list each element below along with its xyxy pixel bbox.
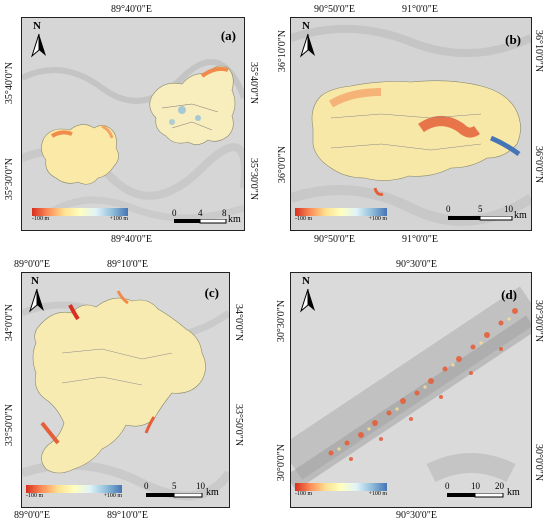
scale-bar-graphic (174, 219, 227, 224)
panel-b-left-lat-2: 36°0'0"N (277, 146, 288, 184)
scale-unit: km (228, 214, 241, 225)
north-arrow-icon (299, 33, 315, 58)
scale-tick-2: 8 (222, 208, 227, 218)
panel-label: (b) (505, 32, 521, 47)
north-arrow-icon (28, 288, 44, 313)
map-panel-a: N (a) -100 m +100 m 0 4 8 km (21, 17, 245, 231)
panel-d-left-lat-2: 30°0'0"N (276, 444, 287, 482)
north-label: N (302, 20, 310, 32)
scale-bar: 0 5 10 km (144, 481, 228, 503)
panel-d-right-lat-1: 30°30'0"N (533, 300, 544, 343)
north-arrow: N (297, 20, 319, 60)
elevation-change-legend: -100 m +100 m (295, 208, 387, 222)
panel-b-top-lon-1: 90°50'0"E (314, 4, 355, 15)
legend-max-label: +100 m (368, 216, 387, 222)
north-label: N (31, 275, 39, 287)
scale-tick-1: 10 (471, 481, 480, 491)
scale-tick-0: 0 (144, 481, 149, 491)
panel-c-left-lat-1: 34°0'0"N (4, 304, 15, 342)
panel-a-right-lat-2: 35°30'0"N (248, 158, 259, 201)
elevation-change-legend: -100 m +100 m (26, 485, 122, 499)
scale-tick-1: 5 (478, 204, 483, 214)
scale-bar-graphic (447, 493, 504, 498)
scale-tick-2: 10 (504, 204, 513, 214)
legend-min-label: -100 m (26, 493, 44, 499)
scale-unit: km (507, 487, 520, 498)
scale-unit: km (206, 487, 219, 498)
panel-a-bottom-lon: 89°40'0"E (111, 234, 152, 245)
panel-c-bottom-lon-1: 89°0'0"E (14, 510, 50, 521)
panel-b-top-lon-2: 91°0'0"E (402, 4, 438, 15)
hillshade-terrain (22, 273, 229, 507)
panel-a-top-lon: 89°40'0"E (111, 4, 152, 15)
panel-d-top-lon: 90°30'0"E (396, 259, 437, 270)
elevation-change-legend: -100 m +100 m (32, 208, 128, 222)
glacier-ice-cap (311, 80, 521, 181)
hillshade-terrain (22, 18, 244, 230)
scale-tick-2: 10 (196, 481, 205, 491)
panel-a-left-lat-1: 35°40'0"N (4, 62, 15, 105)
panel-a-right-lat-1: 35°40'0"N (248, 62, 259, 105)
legend-max-label: +100 m (103, 493, 122, 499)
scale-bar: 0 4 8 km (172, 208, 242, 228)
scale-bar: 0 5 10 km (446, 204, 530, 226)
glacier-cluster (328, 308, 518, 461)
north-label: N (302, 275, 310, 287)
map-panel-c: N (c) -100 m +100 m 0 5 10 km (21, 272, 230, 508)
panel-c-bottom-lon-2: 89°10'0"E (107, 510, 148, 521)
legend-color-ramp (26, 485, 122, 493)
legend-color-ramp (32, 208, 128, 216)
panel-c-top-lon-1: 89°0'0"E (14, 259, 50, 270)
panel-c-top-lon-2: 89°10'0"E (107, 259, 148, 270)
panel-d-left-lat-1: 30°30'0"N (276, 300, 287, 343)
legend-min-label: -100 m (295, 491, 313, 497)
north-arrow: N (26, 275, 48, 315)
elevation-change-legend: -100 m +100 m (295, 483, 387, 497)
scale-tick-2: 20 (495, 481, 504, 491)
legend-max-label: +100 m (109, 216, 128, 222)
glacier-west (41, 124, 119, 185)
panel-b-left-lat-1: 36°10'0"N (277, 30, 288, 73)
legend-max-label: +100 m (368, 491, 387, 497)
scale-tick-1: 4 (198, 208, 203, 218)
scale-tick-0: 0 (446, 204, 451, 214)
scale-tick-1: 5 (172, 481, 177, 491)
legend-min-label: -100 m (32, 216, 50, 222)
scale-bar: 0 10 20 km (445, 481, 529, 503)
panel-b-bottom-lon-2: 91°0'0"E (402, 234, 438, 245)
panel-c-right-lat-1: 34°0'0"N (233, 304, 244, 342)
panel-b-right-lat-2: 36°0'0"N (533, 146, 544, 184)
scale-bar-graphic (448, 216, 513, 221)
panel-label: (d) (501, 287, 517, 302)
north-arrow: N (28, 20, 50, 60)
panel-c-right-lat-2: 33°50'0"N (233, 404, 244, 447)
scale-tick-0: 0 (172, 208, 177, 218)
north-label: N (33, 20, 41, 32)
panel-b-right-lat-1: 36°10'0"N (533, 30, 544, 73)
map-panel-d: N (d) -100 m +100 m 0 10 20 km (290, 272, 532, 508)
scale-tick-0: 0 (445, 481, 450, 491)
north-arrow-icon (30, 33, 46, 58)
scale-unit: km (514, 210, 527, 221)
legend-color-ramp (295, 483, 387, 491)
panel-c-left-lat-2: 33°50'0"N (4, 404, 15, 447)
panel-d-right-lat-2: 30°0'0"N (533, 444, 544, 482)
panel-label: (c) (204, 285, 219, 300)
hillshade-terrain (291, 273, 531, 507)
legend-min-label: -100 m (295, 216, 313, 222)
scale-bar-graphic (146, 493, 203, 498)
hillshade-terrain (291, 18, 531, 230)
panel-d-bottom-lon: 90°30'0"E (396, 510, 437, 521)
map-panel-b: N (b) -100 m +100 m 0 5 10 km (290, 17, 532, 231)
legend-color-ramp (295, 208, 387, 216)
glacier-ice-cap (32, 297, 206, 474)
north-arrow: N (297, 275, 319, 315)
panel-a-left-lat-2: 35°30'0"N (4, 158, 15, 201)
north-arrow-icon (299, 288, 315, 313)
panel-label: (a) (220, 28, 236, 43)
panel-b-bottom-lon-1: 90°50'0"E (314, 234, 355, 245)
